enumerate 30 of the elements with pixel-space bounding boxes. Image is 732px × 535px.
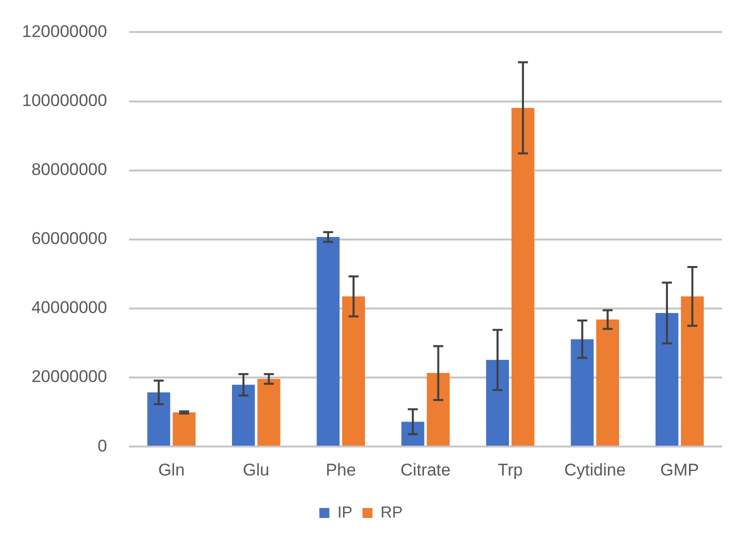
bar [512,108,534,446]
y-tick-label: 60000000 [31,229,108,248]
bar [147,392,170,446]
y-tick-label: 0 [98,436,108,456]
x-tick-label: Trp [498,460,523,480]
x-tick-label: GMP [660,460,700,480]
y-tick-label: 120000000 [22,22,108,41]
x-tick-label: Glu [242,460,270,480]
x-tick-label: Cytidine [564,460,626,480]
bar [656,312,678,446]
bar [680,296,704,446]
x-tick-label: Citrate [400,460,451,480]
bar [172,412,196,446]
bar [342,296,365,446]
bar [570,339,594,446]
bar [486,360,509,446]
y-tick-label: 80000000 [31,160,108,180]
x-tick-label: Phe [326,460,356,480]
y-tick-label: 20000000 [31,367,108,386]
bar [257,378,280,446]
bar [316,236,340,446]
y-tick-label: 40000000 [31,298,108,318]
bar [232,384,255,446]
y-tick-label: 100000000 [22,90,108,110]
legend-label: IP [337,504,352,522]
bar [401,422,424,446]
bar [426,373,450,446]
bar [596,320,620,446]
x-tick-label: Gln [158,460,185,480]
legend-label: RP [380,504,403,522]
